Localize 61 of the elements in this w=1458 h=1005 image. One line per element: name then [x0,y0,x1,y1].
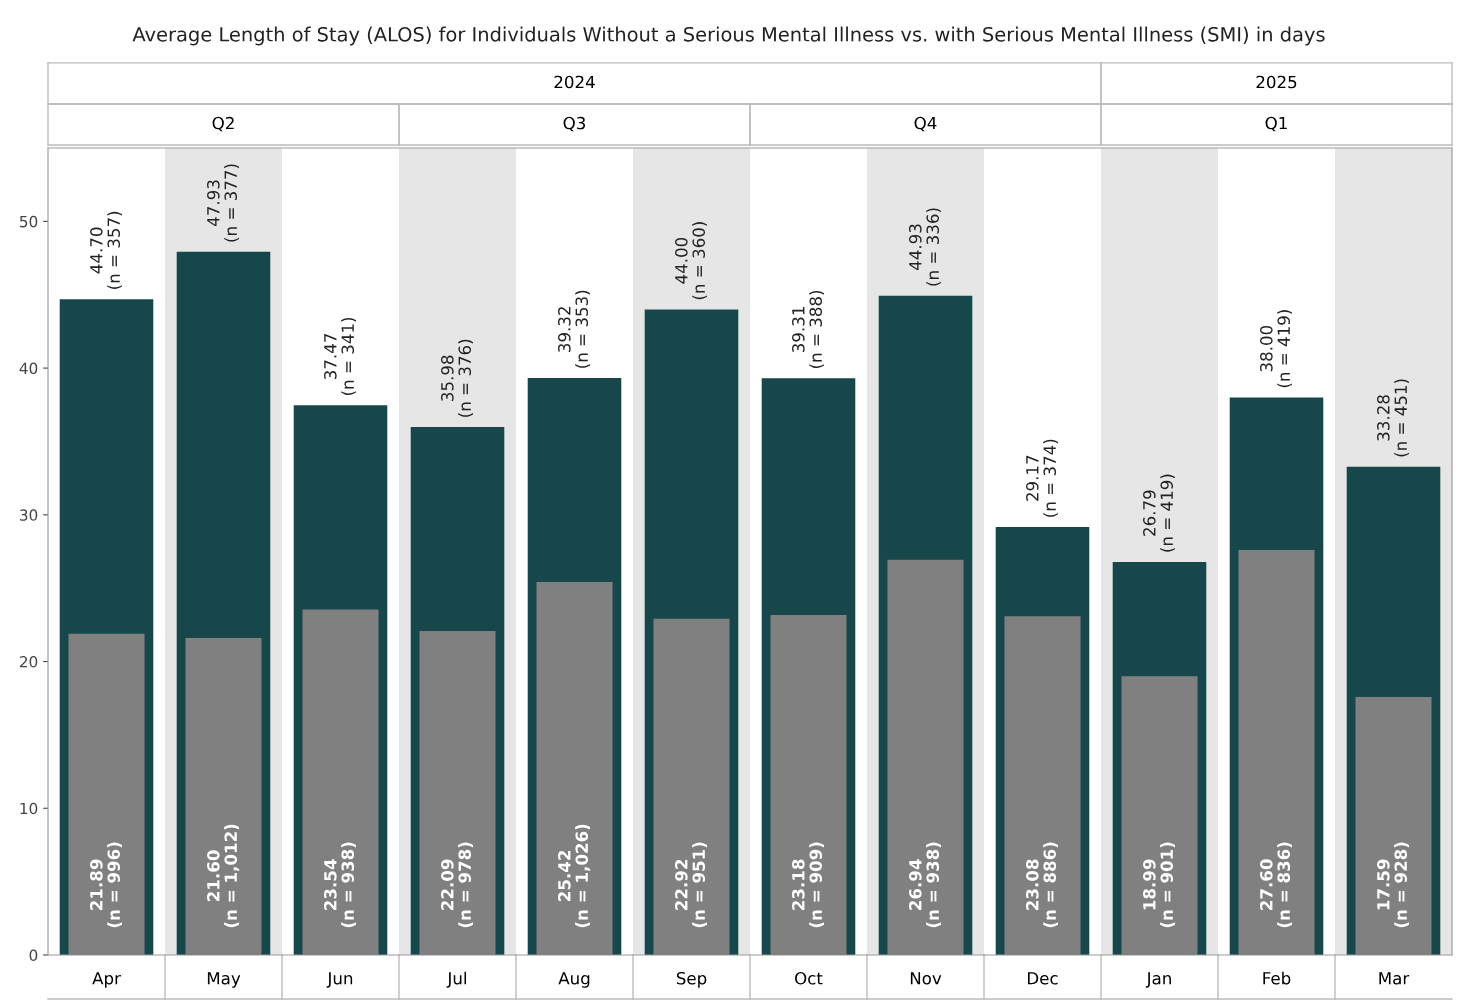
bar [1238,550,1315,955]
y-tick-label: 20 [19,656,38,668]
bar [185,638,262,955]
data-label: 39.31 (n = 388) [792,290,824,368]
bar [887,559,964,955]
data-label: 22.92 (n = 951) [675,842,707,928]
x-tick-label: Feb [1263,971,1291,985]
bar [536,582,613,955]
data-label: 39.32 (n = 353) [558,290,590,368]
x-tick-label: May [207,972,241,988]
text: 2024 [554,75,595,89]
data-label: 23.54 (n = 938) [324,842,356,928]
data-label: 26.79 (n = 419) [1143,474,1175,552]
y-tick-label: 0 [29,949,38,962]
x-tick-label: Sep [676,971,707,988]
data-label: 44.70 (n = 357) [90,211,122,289]
x-tick-label: Apr [92,972,121,988]
x-tick-label: Jul [446,971,466,988]
y-tick-label: 10 [20,802,38,815]
data-label: 37.47 (n = 341) [324,317,356,395]
x-tick-label: Jan [1145,972,1171,988]
bar [1121,676,1198,955]
data-label: 27.60 (n = 836) [1260,842,1292,928]
data-label: 26.94 (n = 938) [909,842,941,928]
bar [68,633,145,955]
text: Q4 [914,116,937,132]
text: Q3 [563,116,586,132]
data-label: 29.17 (n = 374) [1026,439,1058,517]
data-label: 23.08 (n = 886) [1026,842,1058,928]
x-tick-label: Mar [1379,972,1410,985]
chart-title: Average Length of Stay (ALOS) for Individuals Without a Serious Mental Illness vs. with Serious Mental Illness (SMI) in days [132,26,1325,46]
text: Q1 [1265,116,1287,132]
data-label: 17.59 (n = 928) [1377,842,1409,928]
data-label: 35.98 (n = 376) [441,339,473,417]
x-tick-label: Nov [910,972,942,985]
data-label: 25.42 (n = 1,026) [558,824,591,928]
data-label: 21.89 (n = 996) [90,842,122,928]
bar [770,614,847,955]
data-label: 44.00 (n = 360) [675,222,707,300]
x-tick-label: Oct [795,971,823,985]
x-tick-label: Aug [558,972,590,988]
data-label: 44.93 (n = 336) [909,208,941,286]
text: 2025 [1256,75,1297,89]
bar [653,618,730,955]
x-tick-label: Jun [326,972,353,988]
bar [302,609,379,955]
bar [1355,696,1432,955]
data-label: 21.60 (n = 1,012) [207,824,240,928]
bar [419,630,496,955]
data-label: 22.09 (n = 978) [441,842,473,928]
data-label: 23.18 (n = 909) [792,842,824,928]
bar [1004,616,1081,955]
y-tick-label: 40 [19,362,38,375]
data-label: 47.93 (n = 377) [207,164,239,242]
text: Q2 [212,116,234,132]
data-label: 33.28 (n = 451) [1377,379,1409,457]
y-tick-label: 50 [20,215,38,228]
y-tick-label: 30 [20,509,38,521]
data-label: 18.99 (n = 901) [1143,842,1175,928]
x-tick-label: Dec [1028,972,1058,985]
data-label: 38.00 (n = 419) [1260,310,1292,388]
